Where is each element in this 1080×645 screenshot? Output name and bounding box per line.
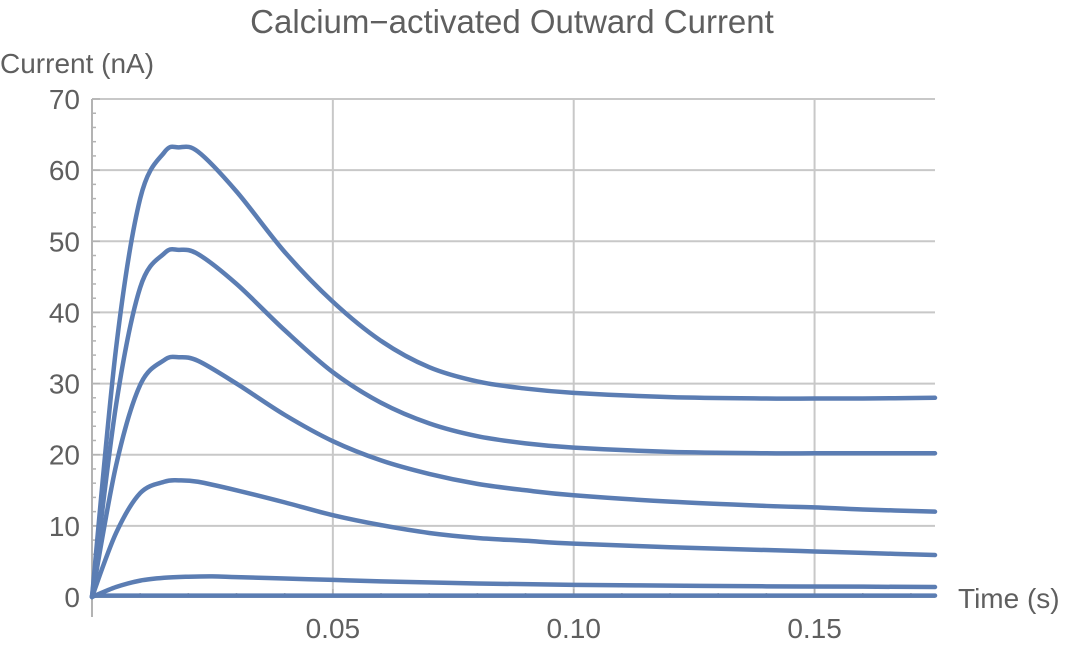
y-axis-label: Current (nA) [0, 48, 154, 79]
chart-title: Calcium−activated Outward Current [250, 3, 774, 40]
x-tick-label: 0.15 [787, 613, 842, 644]
series-line [89, 144, 938, 600]
series-line [89, 477, 938, 600]
x-tick-label: 0.05 [306, 613, 361, 644]
series-line [89, 354, 938, 600]
y-tick-label: 40 [49, 297, 80, 328]
tick-labels: 0 10 20 30 40 50 60 70 0.05 0.10 0.15 [49, 84, 842, 644]
series-line [89, 574, 938, 600]
x-axis-label: Time (s) [958, 583, 1060, 614]
y-tick-label: 30 [49, 369, 80, 400]
x-tick-label: 0.10 [546, 613, 601, 644]
y-tick-label: 70 [49, 84, 80, 115]
y-tick-label: 50 [49, 226, 80, 257]
y-tick-label: 10 [49, 511, 80, 542]
y-tick-label: 20 [49, 440, 80, 471]
y-tick-label: 0 [64, 582, 80, 613]
series-line [89, 246, 938, 600]
series-group [89, 144, 938, 600]
y-tick-label: 60 [49, 155, 80, 186]
